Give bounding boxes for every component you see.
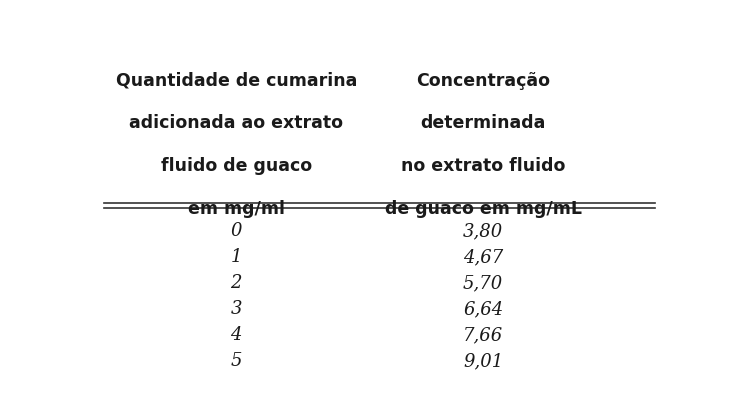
Text: 5: 5 bbox=[230, 352, 242, 370]
Text: determinada: determinada bbox=[420, 115, 546, 133]
Text: 7,66: 7,66 bbox=[463, 326, 503, 344]
Text: 3: 3 bbox=[230, 300, 242, 318]
Text: de guaco em mg/mL: de guaco em mg/mL bbox=[385, 200, 582, 218]
Text: no extrato fluido: no extrato fluido bbox=[401, 157, 565, 175]
Text: 4: 4 bbox=[230, 326, 242, 344]
Text: 5,70: 5,70 bbox=[463, 274, 503, 293]
Text: fluido de guaco: fluido de guaco bbox=[161, 157, 312, 175]
Text: 4,67: 4,67 bbox=[463, 248, 503, 266]
Text: adicionada ao extrato: adicionada ao extrato bbox=[129, 115, 343, 133]
Text: Quantidade de cumarina: Quantidade de cumarina bbox=[116, 72, 357, 90]
Text: 6,64: 6,64 bbox=[463, 300, 503, 318]
Text: Concentração: Concentração bbox=[416, 72, 550, 90]
Text: 0: 0 bbox=[230, 222, 242, 240]
Text: 2: 2 bbox=[230, 274, 242, 293]
Text: 3,80: 3,80 bbox=[463, 222, 503, 240]
Text: em mg/ml: em mg/ml bbox=[187, 200, 285, 218]
Text: 1: 1 bbox=[230, 248, 242, 266]
Text: 9,01: 9,01 bbox=[463, 352, 503, 370]
